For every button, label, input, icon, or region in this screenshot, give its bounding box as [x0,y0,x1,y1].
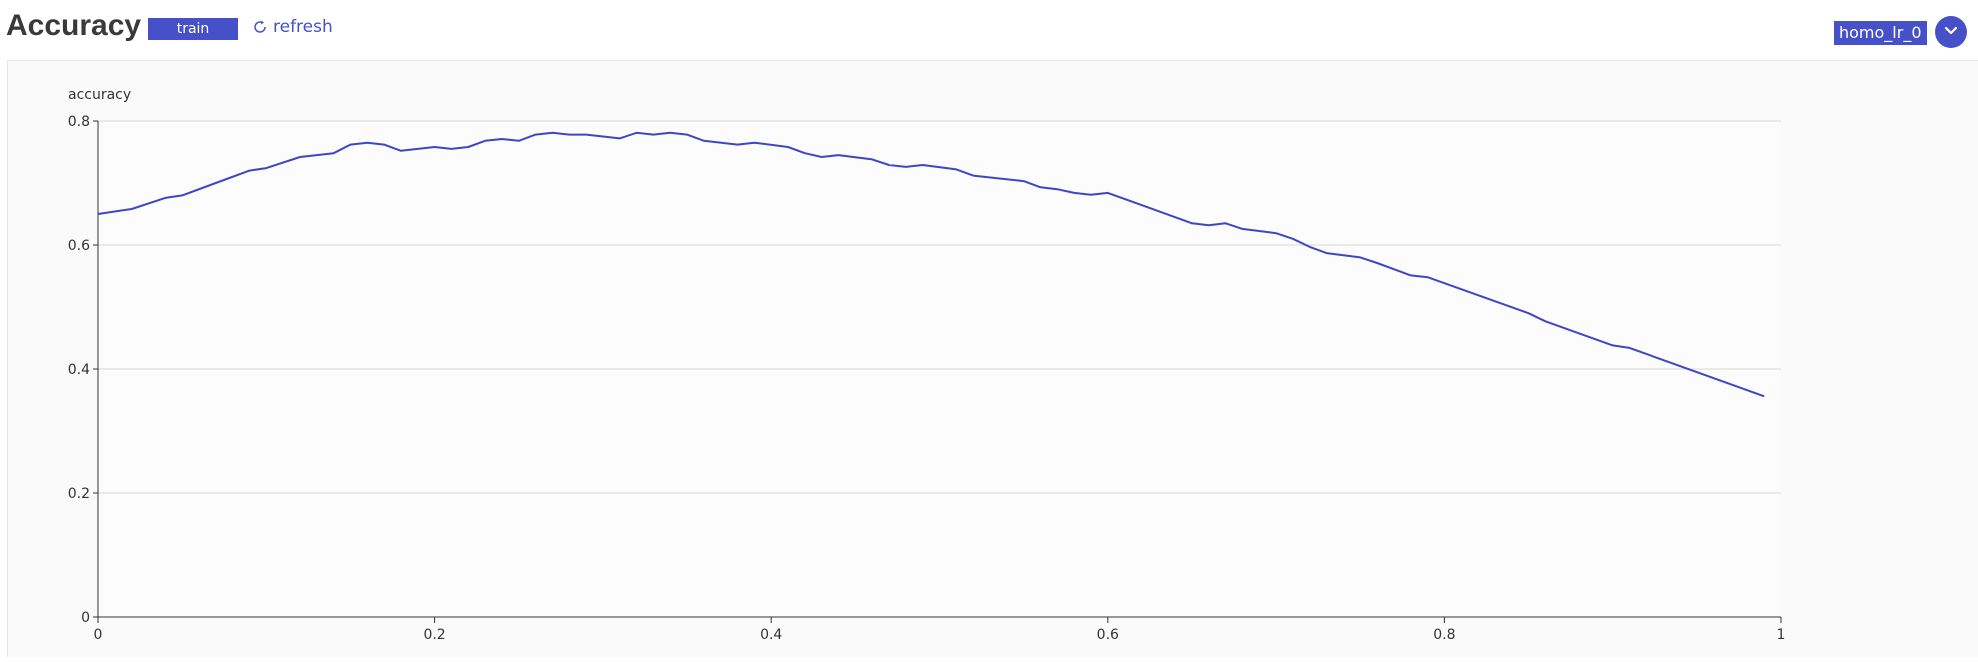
y-tick-label: 0.6 [68,238,90,254]
y-axis-label: accuracy [68,87,131,103]
train-tag[interactable]: train [148,18,238,40]
accuracy-series-line [97,131,1765,398]
model-select[interactable]: homo_lr_0 [1834,21,1927,45]
x-tick-label: 0 [94,627,103,643]
y-tick-label: 0.8 [68,114,90,130]
x-tick-label: 0.4 [760,627,782,643]
refresh-label: refresh [273,17,333,37]
dropdown-button[interactable] [1935,16,1967,48]
x-tick-label: 0.8 [1433,627,1455,643]
header-bar: Accuracy train refresh homo_lr_0 [0,0,1978,60]
x-tick-label: 0.2 [423,627,445,643]
refresh-icon [252,19,268,35]
x-tick-label: 0.6 [1097,627,1119,643]
x-tick-label: 1 [1777,627,1786,643]
chevron-down-icon [1943,22,1959,43]
chart-panel: 0 0.2 0.4 0.6 0.8 0 0.2 0.4 0.6 0.8 1 accuracy [7,60,1978,657]
accuracy-chart: 0 0.2 0.4 0.6 0.8 0 0.2 0.4 0.6 0.8 1 accuracy [68,87,1786,643]
y-tick-label: 0 [81,610,90,626]
y-tick-label: 0.4 [68,362,90,378]
refresh-button[interactable]: refresh [252,17,333,37]
y-tick-label: 0.2 [68,486,90,502]
page-title: Accuracy [6,9,142,42]
